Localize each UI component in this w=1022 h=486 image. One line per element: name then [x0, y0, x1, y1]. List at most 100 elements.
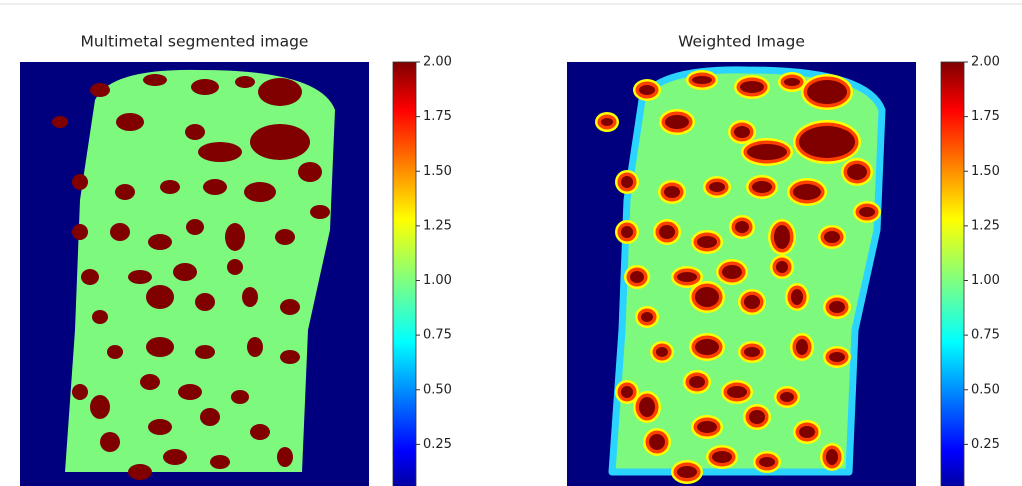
segment-blob	[92, 310, 108, 324]
segment-blob	[191, 79, 219, 95]
colorbar-tick-label: 2.00	[423, 55, 452, 70]
weighted-blob	[799, 126, 855, 158]
weighted-blob	[621, 386, 633, 398]
segment-blob	[128, 270, 152, 284]
segment-blob	[90, 395, 110, 419]
weighted-blob	[734, 126, 750, 138]
weighted-blob	[697, 421, 717, 433]
colorbar-tick-label: 2.00	[971, 55, 1000, 70]
segment-blob	[280, 350, 300, 364]
weighted-blob	[759, 457, 775, 467]
weighted-blob	[677, 466, 697, 478]
image	[20, 62, 369, 486]
colorbar-tick-label: 1.50	[971, 164, 1000, 179]
weighted-blob	[807, 80, 847, 104]
segment-blob	[275, 229, 295, 245]
weighted-blob	[784, 78, 800, 86]
segment-blob	[116, 113, 144, 131]
segment-blob	[247, 337, 263, 357]
colorbar	[392, 61, 417, 486]
weighted-blob	[749, 410, 765, 424]
segment-blob	[250, 424, 270, 440]
colorbar	[940, 61, 965, 486]
colorbar-tick-label: 1.75	[971, 109, 1000, 124]
colorbar-tick-label: 1.00	[423, 273, 452, 288]
segment-blob	[146, 337, 174, 357]
weighted-blob	[735, 221, 749, 233]
segment-blob	[195, 293, 215, 311]
weighted-blob	[689, 376, 705, 388]
weighted-blob	[630, 271, 644, 283]
weighted-blob	[692, 76, 712, 84]
segment-blob	[225, 223, 245, 251]
segment-blob	[298, 162, 322, 182]
colorbar-tick-label: 0.50	[971, 382, 1000, 397]
weighted-blob	[774, 225, 790, 249]
weighted-blob	[791, 289, 803, 305]
weighted-blob	[656, 347, 668, 357]
segment-blob	[52, 116, 68, 128]
weighted-blob	[744, 295, 760, 309]
segment-blob	[81, 269, 99, 285]
segment-blob	[203, 179, 227, 195]
colorbar-tick-label: 1.75	[423, 109, 452, 124]
segment-blob	[185, 124, 205, 140]
segment-blob	[143, 74, 167, 86]
segment-blob	[107, 345, 123, 359]
weighted-blob	[659, 225, 675, 239]
segment-blob	[90, 83, 110, 97]
segment-region	[65, 69, 335, 472]
weighted-blob	[826, 449, 838, 465]
weighted-blob	[740, 81, 764, 93]
weighted-blob	[621, 226, 633, 238]
weighted-blob	[712, 451, 732, 463]
segment-blob	[250, 124, 310, 160]
segment-blob	[258, 78, 302, 106]
weighted-blob	[697, 236, 717, 248]
weighted-blob	[639, 397, 655, 417]
weighted-blob	[665, 115, 689, 129]
weighted-blob	[639, 85, 655, 95]
segment-blob	[72, 384, 88, 400]
colorbar-tick-label: 0.50	[423, 382, 452, 397]
colorbar-tick-label: 0.25	[423, 437, 452, 452]
segment-blob	[146, 285, 174, 309]
segment-blob	[277, 447, 293, 467]
weighted-blob	[727, 386, 747, 398]
segment-blob	[72, 224, 88, 240]
segment-blob	[178, 384, 202, 400]
segment-blob	[140, 374, 160, 390]
segment-blob	[173, 263, 197, 281]
segment-blob	[186, 219, 204, 235]
colorbar-tick-label: 0.75	[971, 328, 1000, 343]
colorbar-tick-label: 1.25	[971, 218, 1000, 233]
weighted-blob	[747, 144, 787, 160]
segment-blob	[72, 174, 88, 190]
weighted-blob	[641, 312, 653, 322]
weighted-blob	[859, 207, 875, 217]
segment-blob	[310, 205, 330, 219]
weighted-blob	[799, 426, 815, 438]
colorbar-tick-label: 1.25	[423, 218, 452, 233]
image	[567, 62, 916, 486]
weighted-blob	[776, 261, 788, 273]
segment-blob	[242, 287, 258, 307]
segment-blob	[227, 259, 243, 275]
weighted-blob	[829, 301, 845, 313]
segment-blob	[128, 464, 152, 480]
weighted-blob	[695, 339, 719, 355]
chart-title: Multimetal segmented image	[81, 33, 309, 51]
weighted-blob	[847, 164, 867, 180]
weighted-blob	[752, 181, 772, 193]
segment-blob	[198, 142, 242, 162]
weighted-blob	[829, 352, 845, 362]
segment-blob	[163, 449, 187, 465]
weighted-blob	[664, 186, 680, 198]
weighted-blob	[709, 182, 725, 192]
segment-blob	[235, 76, 255, 88]
segment-blob	[110, 223, 130, 241]
weighted-blob	[793, 184, 821, 200]
weighted-blob	[722, 265, 742, 279]
